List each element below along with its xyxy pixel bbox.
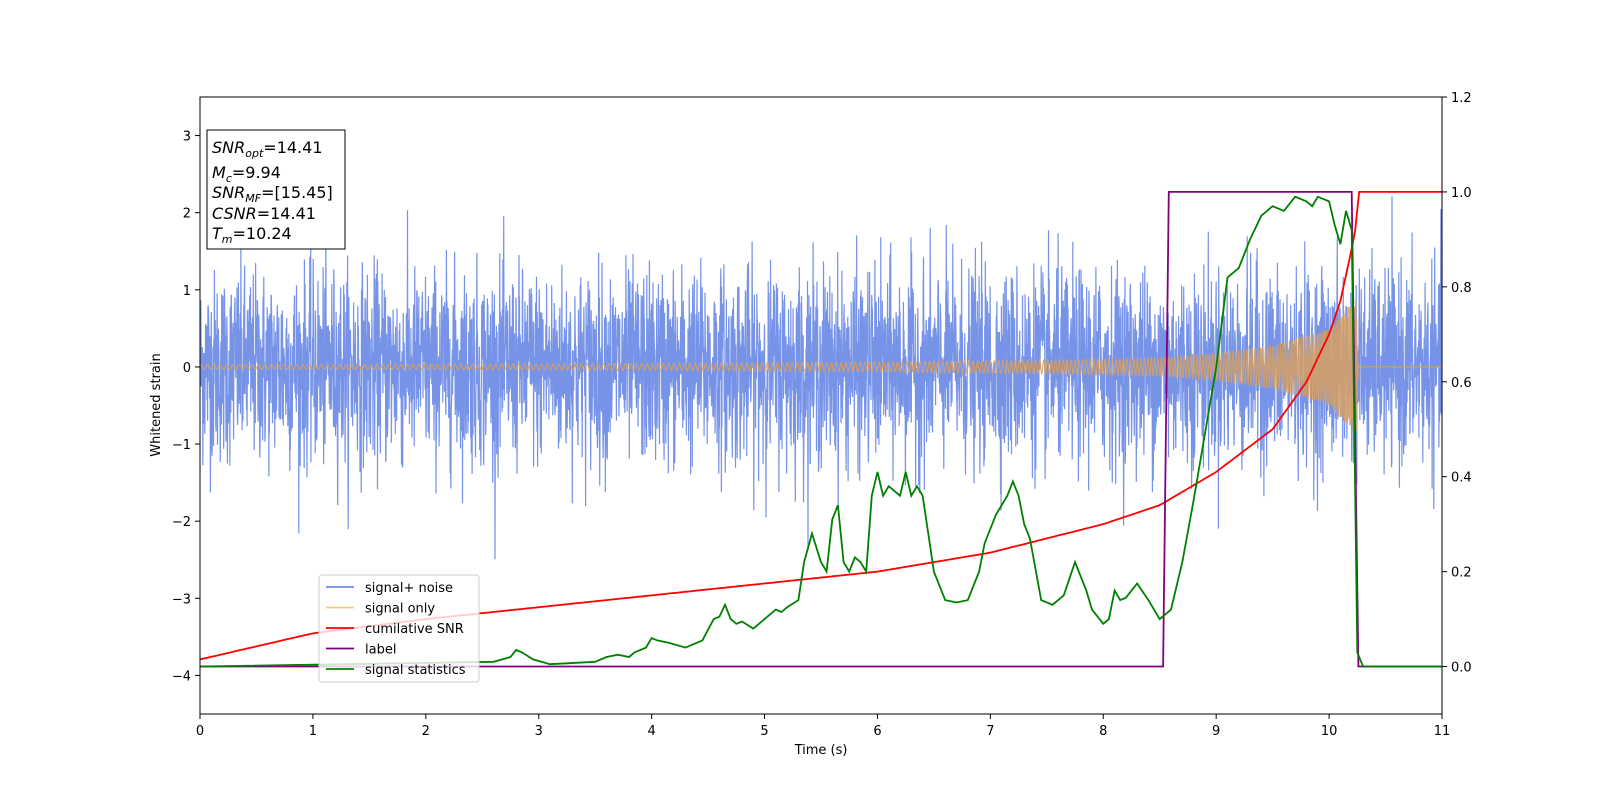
- y-tick-label: −3: [172, 592, 191, 607]
- x-tick-label: 3: [535, 724, 543, 739]
- x-tick-label: 2: [422, 724, 430, 739]
- y-tick-label: 3: [183, 130, 191, 145]
- annotation-line: SNRMF=[15.45]: [212, 183, 333, 205]
- y-tick-label: 2: [183, 207, 191, 222]
- annotation-line: CSNR=14.41: [212, 204, 316, 223]
- series-signal-only: [200, 300, 1442, 433]
- legend-label: signal only: [365, 602, 435, 617]
- y2-tick-label: 1.2: [1451, 91, 1472, 106]
- annotation-line: SNRopt=14.41: [212, 138, 323, 160]
- legend-label: signal statistics: [365, 663, 466, 678]
- x-tick-label: 7: [986, 724, 994, 739]
- axes-layer: 0 1 2 3 4 5 6 7 8 9 10 11 −4 −3 −2 −1 0 1 2 3 0.0 0.2 0.4 0.6 0.…: [172, 91, 1472, 739]
- y2-tick-label: 0.8: [1451, 281, 1472, 296]
- legend-frame: [318, 574, 480, 683]
- x-axis-label: Time (s): [794, 743, 848, 758]
- y2-tick-label: 0.2: [1451, 566, 1472, 581]
- legend: signal+ noise signal only cumilative SNR la…: [318, 574, 480, 683]
- y-tick-label: 1: [183, 284, 191, 299]
- x-tick-label: 11: [1434, 724, 1451, 739]
- y-tick-label: −4: [172, 669, 191, 684]
- annotation-frame: [206, 129, 346, 250]
- annotation-line: Tm=10.24: [212, 224, 292, 246]
- legend-label: signal+ noise: [365, 581, 453, 596]
- plot-frame: [199, 96, 1443, 715]
- annotation-box: SNRopt=14.41 Mc=9.94SNRMF=[15.45]CSNR=14.…: [206, 129, 346, 250]
- x-tick-label: 1: [309, 724, 317, 739]
- y2-tick-label: 1.0: [1451, 186, 1472, 201]
- y-axis-label: Whitened strain: [149, 353, 164, 456]
- y-tick-label: −2: [172, 515, 191, 530]
- x-tick-label: 9: [1212, 724, 1220, 739]
- x-tick-label: 6: [873, 724, 881, 739]
- annotation-line: Mc=9.94: [212, 163, 281, 185]
- x-tick-label: 8: [1099, 724, 1107, 739]
- legend-label: label: [365, 643, 396, 658]
- y-tick-label: −1: [172, 438, 191, 453]
- series-signal-statistics: [200, 195, 1442, 668]
- x-tick-label: 4: [647, 724, 655, 739]
- legend-label: cumilative SNR: [365, 622, 464, 637]
- series-signal-noise: [200, 196, 1442, 560]
- x-tick-label: 10: [1321, 724, 1338, 739]
- y2-tick-label: 0.0: [1451, 661, 1472, 676]
- y2-tick-label: 0.4: [1451, 471, 1472, 486]
- y-tick-label: 0: [183, 361, 191, 376]
- x-tick-label: 0: [196, 724, 204, 739]
- x-tick-label: 5: [760, 724, 768, 739]
- y2-tick-label: 0.6: [1451, 376, 1472, 391]
